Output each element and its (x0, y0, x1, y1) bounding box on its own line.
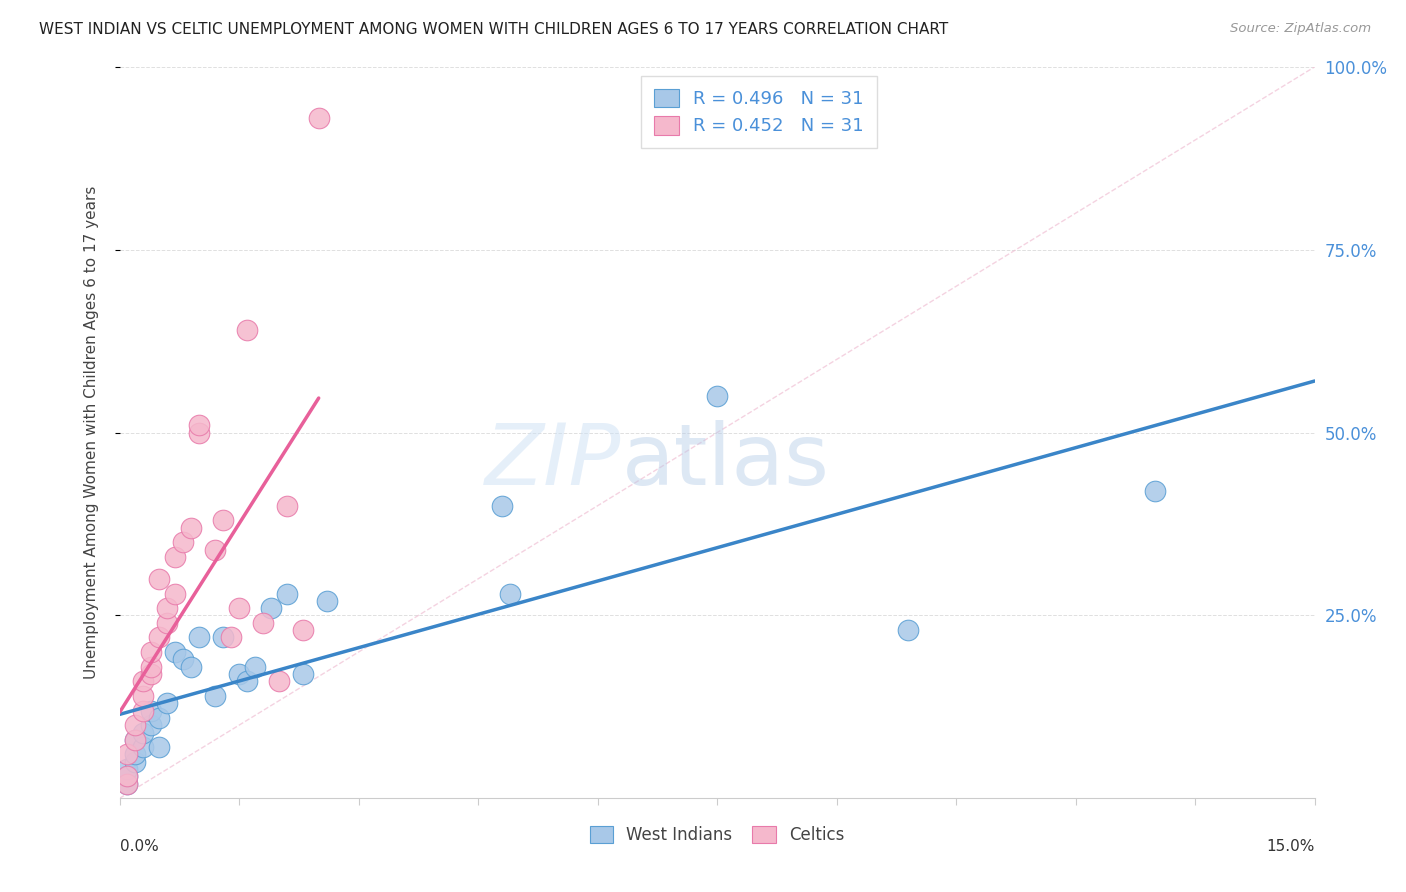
Text: 15.0%: 15.0% (1267, 838, 1315, 854)
Point (172, 652, 194, 666)
Point (124, 718, 146, 732)
Point (165, 645, 187, 659)
Text: Source: ZipAtlas.com: Source: ZipAtlas.com (1230, 22, 1371, 36)
Point (124, 732, 146, 747)
Point (228, 601, 250, 615)
Point (148, 572, 170, 586)
Point (1144, 484, 1167, 499)
Point (148, 711, 170, 725)
Text: WEST INDIAN VS CELTIC UNEMPLOYMENT AMONG WOMEN WITH CHILDREN AGES 6 TO 17 YEARS : WEST INDIAN VS CELTIC UNEMPLOYMENT AMONG… (39, 22, 949, 37)
Point (141, 659, 163, 673)
Point (132, 740, 155, 755)
Text: 0.0%: 0.0% (120, 838, 159, 854)
Point (117, 762, 139, 776)
Point (188, 425, 211, 440)
Point (212, 513, 235, 527)
Point (124, 732, 146, 747)
Point (236, 674, 259, 689)
Text: atlas: atlas (621, 420, 830, 503)
Point (260, 601, 283, 615)
Point (132, 674, 155, 689)
Point (141, 704, 163, 718)
Point (132, 704, 155, 718)
Y-axis label: Unemployment Among Women with Children Ages 6 to 17 years: Unemployment Among Women with Children A… (84, 186, 98, 680)
Point (117, 777, 139, 791)
Point (180, 521, 202, 535)
Point (148, 631, 170, 645)
Point (141, 645, 163, 659)
Point (315, 594, 337, 608)
Point (156, 601, 179, 615)
Point (291, 667, 314, 681)
Point (165, 586, 187, 600)
Point (156, 615, 179, 630)
Point (117, 769, 139, 783)
Point (291, 623, 314, 637)
Point (172, 535, 194, 549)
Point (252, 615, 274, 630)
Point (308, 111, 330, 125)
Point (204, 542, 226, 557)
Point (141, 667, 163, 681)
Point (236, 323, 259, 337)
Point (141, 718, 163, 732)
Point (132, 689, 155, 703)
Point (706, 389, 728, 403)
Text: ZIP: ZIP (485, 420, 621, 503)
Point (243, 659, 266, 673)
Point (148, 740, 170, 755)
Point (156, 696, 179, 710)
Point (219, 631, 242, 645)
Point (267, 674, 290, 689)
Point (132, 725, 155, 739)
Point (117, 777, 139, 791)
Point (228, 667, 250, 681)
Point (124, 747, 146, 762)
Point (204, 689, 226, 703)
Point (188, 418, 211, 433)
Legend: West Indians, Celtics: West Indians, Celtics (581, 817, 853, 852)
Point (499, 586, 522, 600)
Point (897, 623, 920, 637)
Point (188, 631, 211, 645)
Point (117, 769, 139, 783)
Point (491, 499, 513, 513)
Point (117, 747, 139, 762)
Point (276, 499, 298, 513)
Point (180, 659, 202, 673)
Point (212, 631, 235, 645)
Point (276, 586, 298, 600)
Point (124, 755, 146, 769)
Point (165, 549, 187, 564)
